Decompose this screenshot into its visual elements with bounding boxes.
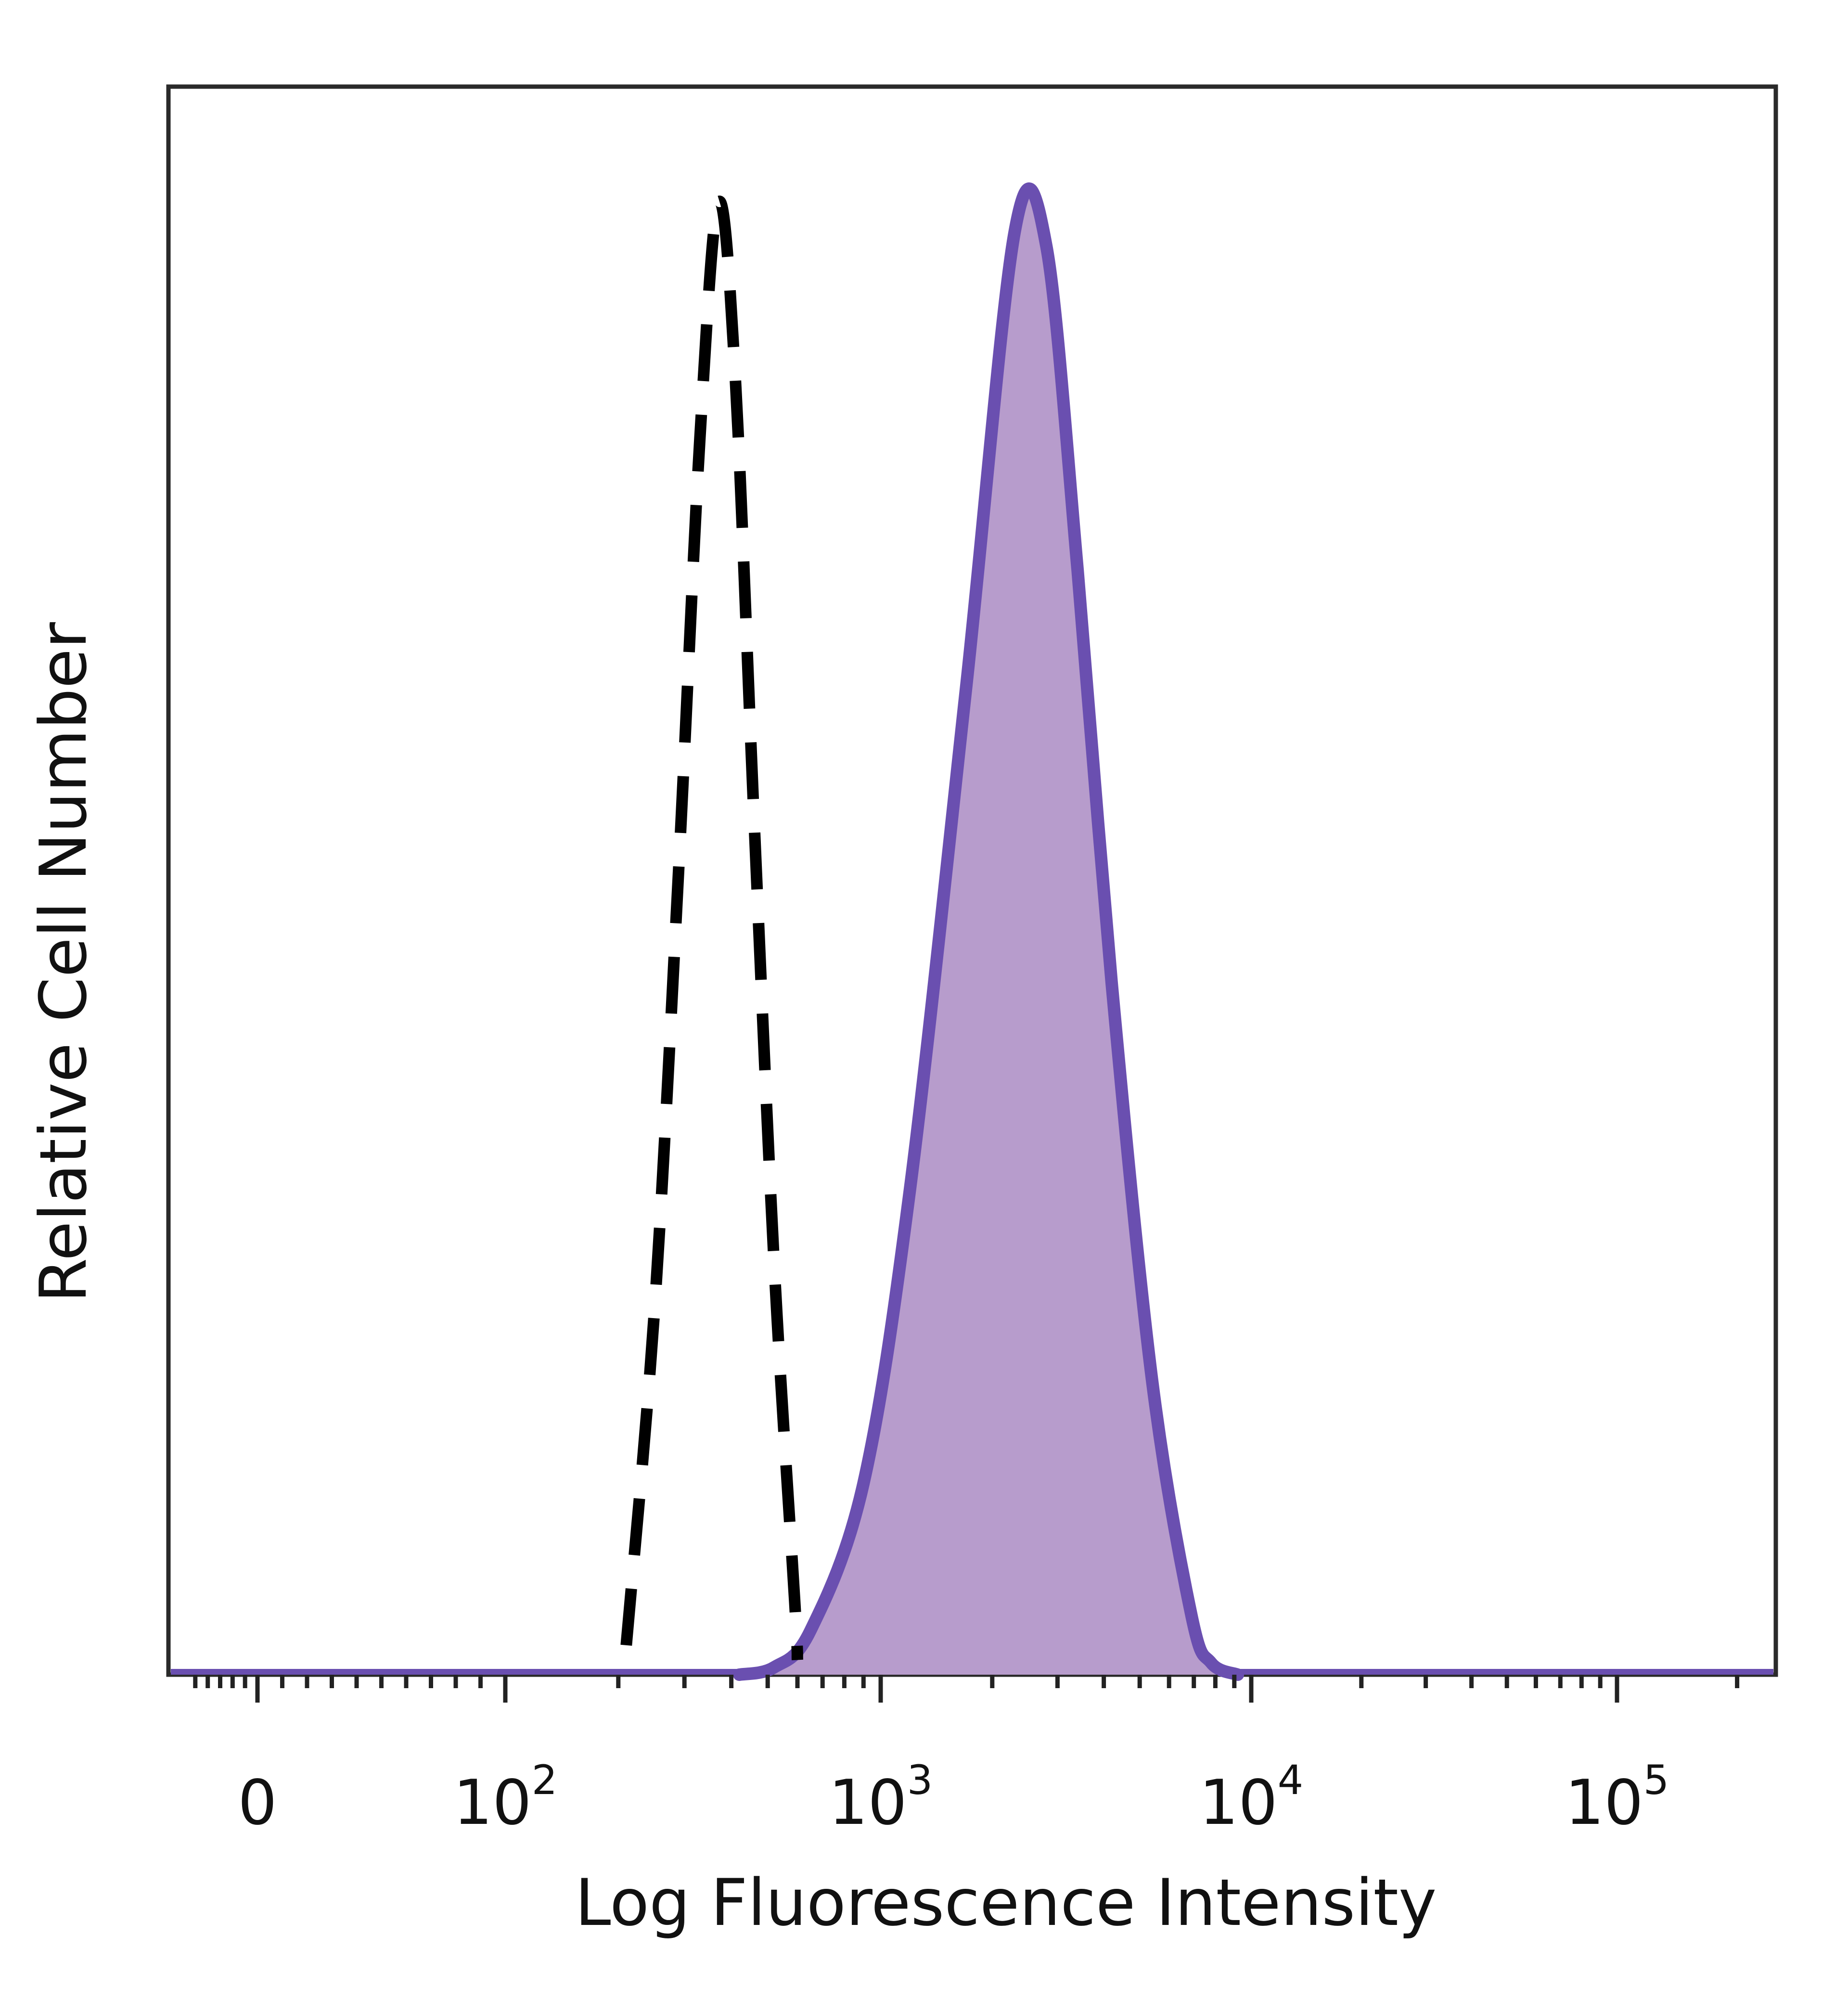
- x-tick-label: 102: [453, 1756, 557, 1839]
- x-ticks: [193, 1675, 1740, 1703]
- x-tick-label: 0: [238, 1767, 277, 1839]
- x-tick-label: 103: [829, 1756, 933, 1839]
- x-tick-label: 104: [1199, 1756, 1303, 1839]
- x-axis-title: Log Fluorescence Intensity: [575, 1865, 1437, 1940]
- stained-histogram-line: [733, 182, 1245, 1681]
- y-axis-title: Relative Cell Number: [26, 622, 101, 1303]
- x-tick-labels: 0 102 103 104 105: [238, 1756, 1669, 1839]
- control-histogram-line: [620, 195, 803, 1660]
- stained-histogram-fill: [739, 188, 1238, 1675]
- x-tick-label: 105: [1565, 1756, 1669, 1839]
- series-layer: [171, 182, 1773, 1681]
